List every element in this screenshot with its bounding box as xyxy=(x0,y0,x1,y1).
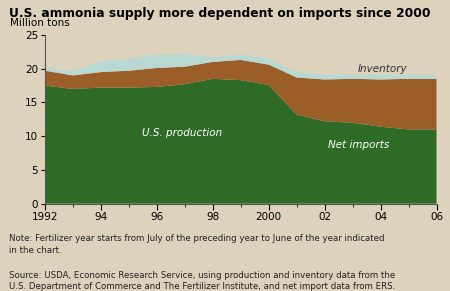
Text: U.S. production: U.S. production xyxy=(142,128,222,138)
Text: U.S. ammonia supply more dependent on imports since 2000: U.S. ammonia supply more dependent on im… xyxy=(9,7,431,20)
Text: Million tons: Million tons xyxy=(10,18,69,28)
Text: Inventory: Inventory xyxy=(358,64,408,74)
Text: Net imports: Net imports xyxy=(328,140,389,150)
Text: Source: USDA, Economic Research Service, using production and inventory data fro: Source: USDA, Economic Research Service,… xyxy=(9,271,395,291)
Text: Note: Fertilizer year starts from July of the preceding year to June of the year: Note: Fertilizer year starts from July o… xyxy=(9,234,384,255)
